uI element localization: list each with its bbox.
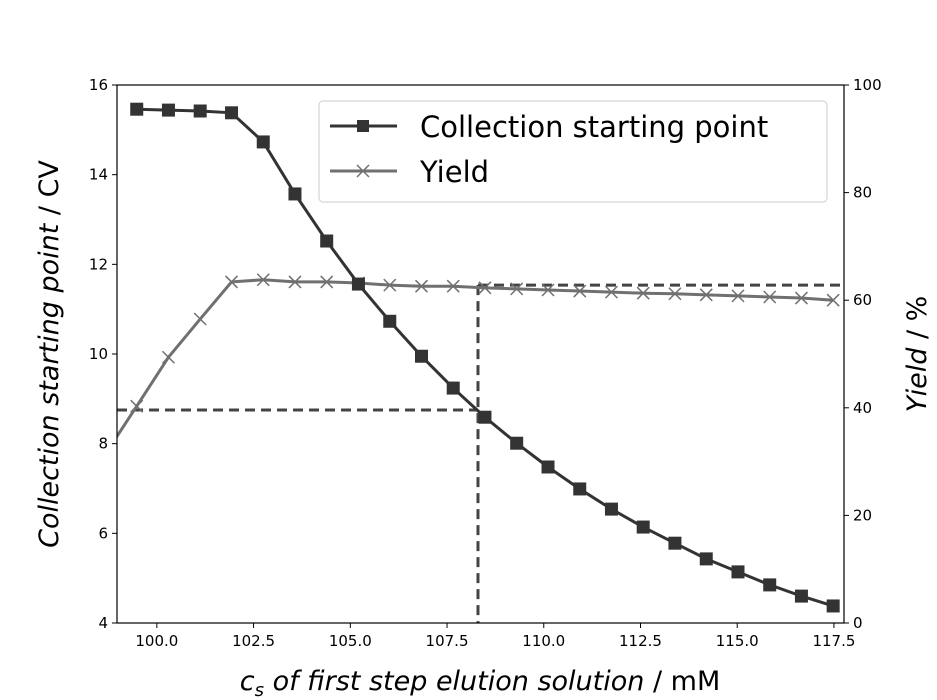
y-axis-left-label: Collection starting point / CV bbox=[34, 160, 65, 548]
collection-point bbox=[288, 187, 302, 201]
yield-point bbox=[130, 399, 144, 413]
yield-point bbox=[541, 283, 555, 297]
legend-marker-x bbox=[356, 164, 370, 178]
collection-point bbox=[699, 552, 713, 566]
collection-point bbox=[510, 436, 524, 450]
yield-point bbox=[383, 278, 397, 292]
collection-point bbox=[668, 536, 682, 550]
x-tick-label: 100.0 bbox=[135, 632, 178, 650]
x-tick-label: 105.0 bbox=[329, 632, 372, 650]
yield-point bbox=[699, 288, 713, 302]
plot-area bbox=[116, 84, 845, 624]
yield-point bbox=[446, 279, 460, 293]
collection-point bbox=[193, 104, 207, 118]
yield-point bbox=[826, 293, 840, 307]
collection-point bbox=[161, 103, 175, 117]
yield-point bbox=[731, 289, 745, 303]
x-tick-label: 112.5 bbox=[619, 632, 662, 650]
collection-point bbox=[731, 565, 745, 579]
collection-point bbox=[256, 135, 270, 149]
y-right-tick-label: 100 bbox=[853, 76, 882, 94]
yield-point bbox=[573, 284, 587, 298]
yield-point bbox=[256, 273, 270, 287]
y-left-tick-label: 14 bbox=[89, 166, 108, 184]
yield-point bbox=[224, 275, 239, 289]
collection-point bbox=[383, 314, 397, 328]
y-right-tick-label: 60 bbox=[853, 291, 872, 309]
x-tick-label: 115.0 bbox=[716, 632, 759, 650]
collection-point bbox=[604, 502, 618, 516]
y-right-tick-label: 0 bbox=[853, 614, 863, 632]
yield-point bbox=[604, 285, 618, 299]
collection-point bbox=[826, 599, 840, 613]
collection-point bbox=[225, 106, 239, 120]
y-axis-right-label: Yield / % bbox=[902, 296, 933, 413]
yield-point bbox=[636, 286, 650, 300]
y-right-tick-label: 40 bbox=[853, 399, 872, 417]
x-axis-label: cs of first step elution solution / mM bbox=[240, 666, 721, 700]
x-tick-label: 102.5 bbox=[232, 632, 275, 650]
collection-point bbox=[636, 520, 650, 534]
legend-marker-square bbox=[357, 120, 369, 132]
yield-line bbox=[117, 278, 834, 440]
yield-point bbox=[320, 275, 334, 289]
legend-label-collection: Collection starting point bbox=[420, 110, 768, 144]
collection-point bbox=[414, 349, 428, 363]
yield-point bbox=[794, 291, 808, 305]
legend: Collection starting point Yield bbox=[318, 100, 828, 203]
y-left-tick-label: 4 bbox=[98, 614, 108, 632]
y-right-tick-label: 20 bbox=[853, 506, 872, 524]
yield-point bbox=[288, 275, 302, 289]
y-left-tick-label: 12 bbox=[89, 255, 108, 273]
legend-label-yield: Yield bbox=[419, 155, 489, 189]
collection-point bbox=[446, 381, 460, 395]
collection-point bbox=[573, 482, 587, 496]
collection-point bbox=[541, 460, 555, 474]
y-left-tick-label: 8 bbox=[98, 435, 108, 453]
legend-box bbox=[318, 100, 828, 203]
collection-point bbox=[351, 277, 365, 291]
y-right-tick-label: 80 bbox=[853, 184, 872, 202]
x-tick-label: 107.5 bbox=[426, 632, 469, 650]
yield-point bbox=[510, 282, 524, 296]
yield-point bbox=[478, 281, 492, 295]
x-tick-label: 117.5 bbox=[812, 632, 855, 650]
y-left-tick-label: 6 bbox=[98, 524, 108, 542]
ticks: 100.0 102.5 105.0 107.5 110.0 112.5 115.0 117.5… bbox=[89, 76, 882, 650]
collection-point bbox=[320, 234, 334, 248]
yield-point bbox=[193, 312, 207, 326]
collection-point bbox=[794, 589, 808, 603]
yield-point bbox=[763, 290, 777, 304]
collection-point bbox=[763, 578, 777, 592]
y-left-tick-label: 16 bbox=[89, 76, 108, 94]
collection-point bbox=[130, 102, 144, 116]
y-left-tick-label: 10 bbox=[89, 345, 108, 363]
yield-point bbox=[414, 279, 429, 293]
x-tick-label: 110.0 bbox=[522, 632, 565, 650]
yield-point bbox=[161, 350, 175, 364]
series-group bbox=[117, 102, 844, 623]
collection-point bbox=[478, 410, 492, 424]
yield-point bbox=[668, 287, 682, 301]
